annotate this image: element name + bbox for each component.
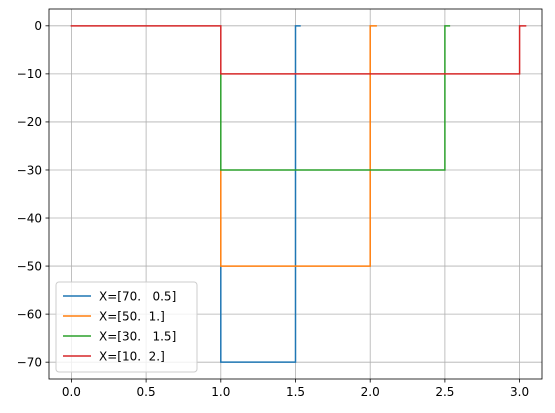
x-tick-label: 2.5: [435, 385, 454, 399]
series-line-2: [220, 25, 377, 267]
y-tick-label: 0: [34, 19, 42, 33]
x-tick-label: 0.5: [137, 385, 156, 399]
x-tick-label: 1.5: [286, 385, 305, 399]
series-line-3: [220, 25, 451, 171]
legend-label-2: X=[50. 1.]: [99, 309, 165, 323]
y-tick-label: −60: [17, 307, 42, 321]
legend-label-4: X=[10. 2.]: [99, 349, 165, 363]
legend-label-1: X=[70. 0.5]: [99, 289, 176, 303]
y-tick-label: −10: [17, 67, 42, 81]
legend: X=[70. 0.5] X=[50. 1.] X=[30. 1.5] X=[10. 2…: [55, 281, 198, 373]
y-tick-label: −70: [17, 355, 42, 369]
y-tick-label: −30: [17, 163, 42, 177]
legend-label-3: X=[30. 1.5]: [99, 329, 176, 343]
y-tick-label: −40: [17, 211, 42, 225]
legend-box: [55, 281, 198, 373]
series-line-4: [70, 25, 527, 75]
x-tick-label: 3.0: [510, 385, 529, 399]
x-tick-label: 0.0: [62, 385, 81, 399]
x-tick-label: 1.0: [211, 385, 230, 399]
series-line-1: [220, 25, 301, 363]
series-lines: [70, 25, 527, 363]
axes: 0.0 0.5 1.0 1.5 2.0 2.5 3.0 0 −10 −20 −30 −40 −50 −60…: [17, 8, 543, 399]
x-tick-label: 2.0: [361, 385, 380, 399]
y-tick-label: −20: [17, 115, 42, 129]
y-tick-label: −50: [17, 259, 42, 273]
